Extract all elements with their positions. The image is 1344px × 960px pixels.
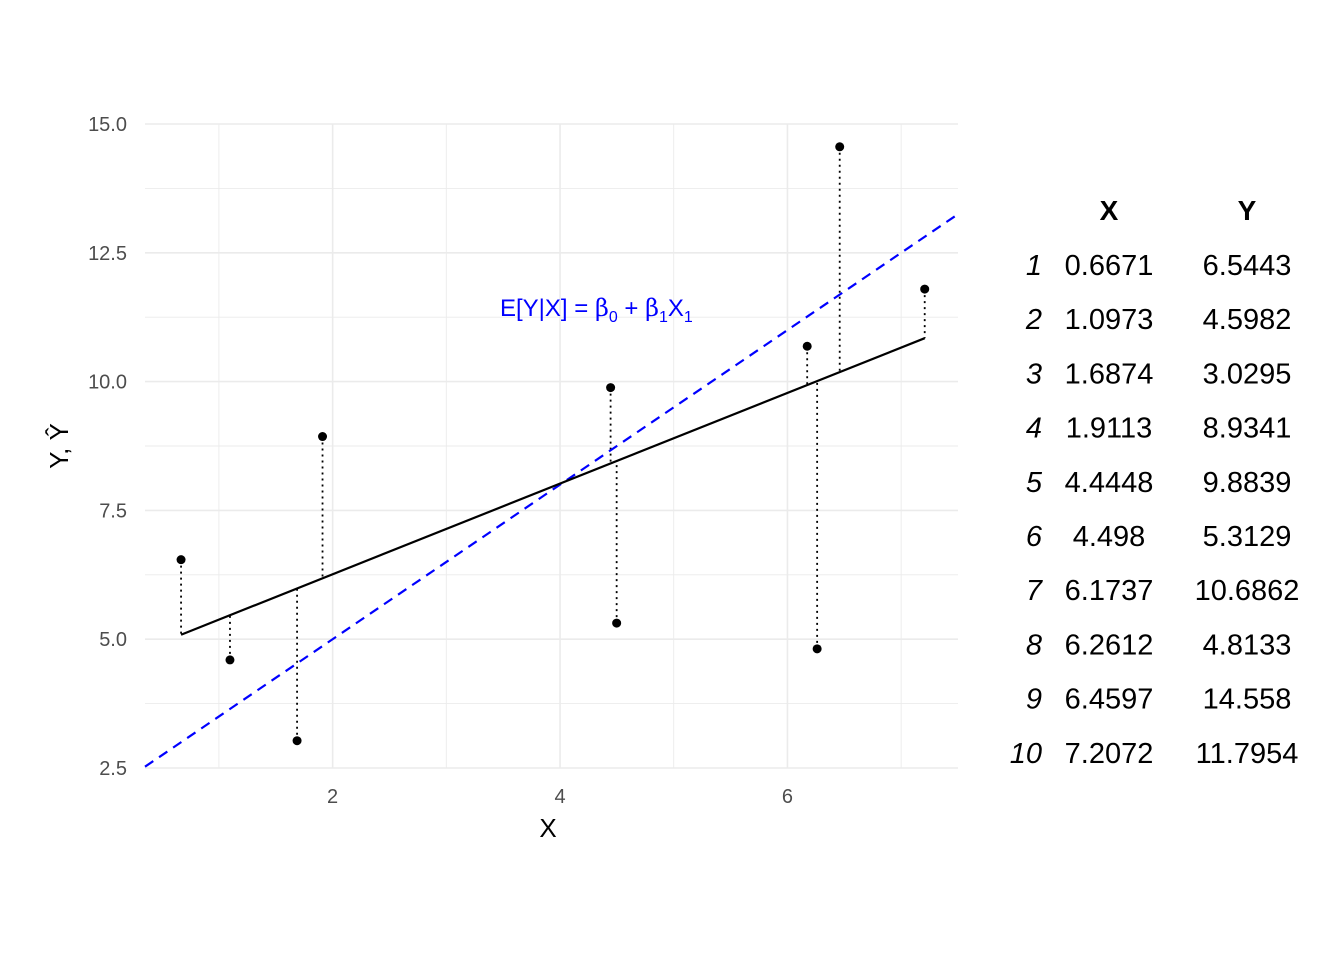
table-cell-y: 4.8133	[1203, 629, 1292, 661]
table-cell-x: 1.0973	[1065, 304, 1154, 336]
residual-lines	[180, 146, 926, 741]
table-cell-x: 1.6874	[1065, 358, 1154, 390]
table-header-x: X	[1100, 195, 1119, 226]
y-axis-title: Y, Ŷ	[44, 423, 74, 469]
table-cell-x: 6.1737	[1065, 575, 1154, 607]
x-tick-labels: 2 4 6	[327, 786, 793, 808]
data-point	[612, 618, 622, 628]
x-tick-label: 4	[554, 786, 565, 808]
table-cell-y: 9.8839	[1203, 467, 1292, 499]
table-row-index: 6	[1026, 521, 1043, 553]
table-row-index: 2	[1025, 304, 1042, 336]
table-cell-x: 4.498	[1073, 521, 1146, 553]
table-row-index: 10	[1010, 738, 1042, 770]
regression-lines	[144, 213, 959, 768]
true-regression-line	[144, 213, 959, 768]
data-point	[225, 655, 235, 665]
data-point	[318, 432, 328, 442]
table-row-index: 1	[1026, 250, 1042, 282]
table-cell-x: 1.9113	[1066, 413, 1153, 445]
table-cell-y: 6.5443	[1203, 250, 1292, 282]
table-cell-y: 8.9341	[1203, 413, 1292, 445]
data-point	[812, 644, 822, 654]
y-tick-label: 10.0	[88, 372, 127, 394]
table-row-index: 8	[1026, 629, 1042, 661]
y-tick-label: 12.5	[88, 243, 127, 265]
y-tick-label: 5.0	[99, 629, 127, 651]
table-cell-x: 4.4448	[1065, 467, 1154, 499]
data-point	[802, 341, 812, 351]
table-cell-y: 14.558	[1203, 684, 1292, 716]
table-row-index: 5	[1026, 467, 1043, 499]
table-header-y: Y	[1238, 195, 1257, 226]
table-row-index: 7	[1026, 575, 1044, 607]
table-cell-x: 6.2612	[1065, 629, 1154, 661]
table-cell-y: 10.6862	[1195, 575, 1300, 607]
table-cell-y: 4.5982	[1203, 304, 1292, 336]
data-point	[920, 284, 930, 294]
x-tick-label: 6	[782, 786, 793, 808]
table-cell-x: 0.6671	[1065, 250, 1154, 282]
data-point	[835, 142, 845, 152]
fitted-regression-line	[180, 337, 926, 636]
table-cell-y: 5.3129	[1203, 521, 1292, 553]
y-tick-label: 2.5	[99, 758, 127, 780]
data-table: X Y 1 0.6671 6.5443 2 1.0973 4.5982 3 1.6874 3.0…	[1010, 195, 1300, 770]
x-tick-label: 2	[327, 786, 338, 808]
data-points	[176, 142, 930, 746]
data-point	[292, 736, 302, 746]
y-tick-label: 7.5	[99, 500, 127, 522]
data-point	[606, 383, 616, 393]
population-equation: E[Y|X] = β0 + β1X1	[500, 294, 693, 326]
y-tick-label: 15.0	[88, 114, 127, 136]
table-row-index: 3	[1026, 358, 1042, 390]
table-row-index: 9	[1026, 684, 1042, 716]
grid-lines	[145, 123, 958, 769]
x-axis-title: X	[539, 813, 556, 843]
table-cell-x: 6.4597	[1065, 684, 1154, 716]
table-cell-y: 3.0295	[1203, 358, 1292, 390]
table-row-index: 4	[1026, 413, 1042, 445]
table-cell-y: 11.7954	[1196, 738, 1299, 770]
y-tick-labels: 2.5 5.0 7.5 10.0 12.5 15.0	[88, 114, 127, 780]
table-cell-x: 7.2072	[1065, 738, 1154, 770]
data-point	[176, 555, 186, 565]
